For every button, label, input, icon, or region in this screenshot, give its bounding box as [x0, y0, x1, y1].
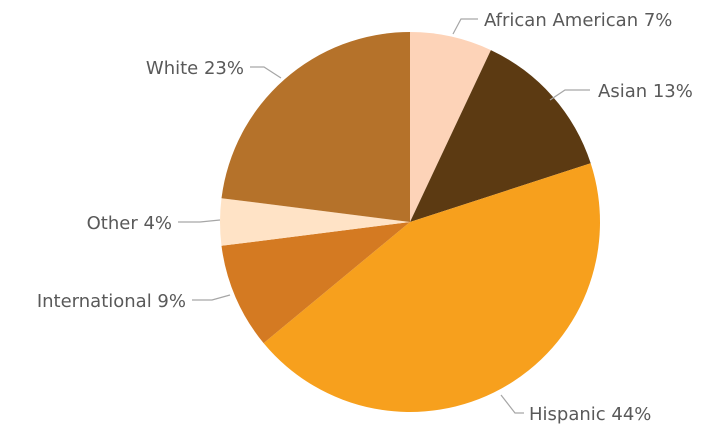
- slice-label-white: White 23%: [146, 58, 244, 79]
- leader-line-other: [178, 219, 221, 223]
- slice-label-african-american: African American 7%: [484, 10, 672, 31]
- leader-line-asian: [549, 89, 590, 101]
- pie-slice-other: [220, 198, 410, 246]
- slice-label-other: Other 4%: [87, 213, 172, 234]
- slice-label-international: International 9%: [37, 291, 186, 312]
- pie-slice-international: [221, 222, 410, 344]
- leader-lines: [178, 18, 590, 414]
- pie-slice-white: [221, 32, 410, 222]
- leader-line-african-american: [452, 18, 478, 35]
- leader-line-international: [192, 294, 231, 301]
- pie-slice-hispanic: [263, 163, 600, 413]
- pie-slice-african-american: [410, 32, 491, 222]
- slice-label-hispanic: Hispanic 44%: [529, 404, 651, 425]
- slice-label-asian: Asian 13%: [598, 81, 693, 102]
- leader-line-white: [250, 66, 282, 79]
- pie-slices: [220, 32, 600, 413]
- slice-labels: African American 7% Asian 13% Hispanic 4…: [37, 10, 693, 425]
- leader-line-hispanic: [500, 394, 524, 414]
- pie-slice-asian: [410, 50, 591, 222]
